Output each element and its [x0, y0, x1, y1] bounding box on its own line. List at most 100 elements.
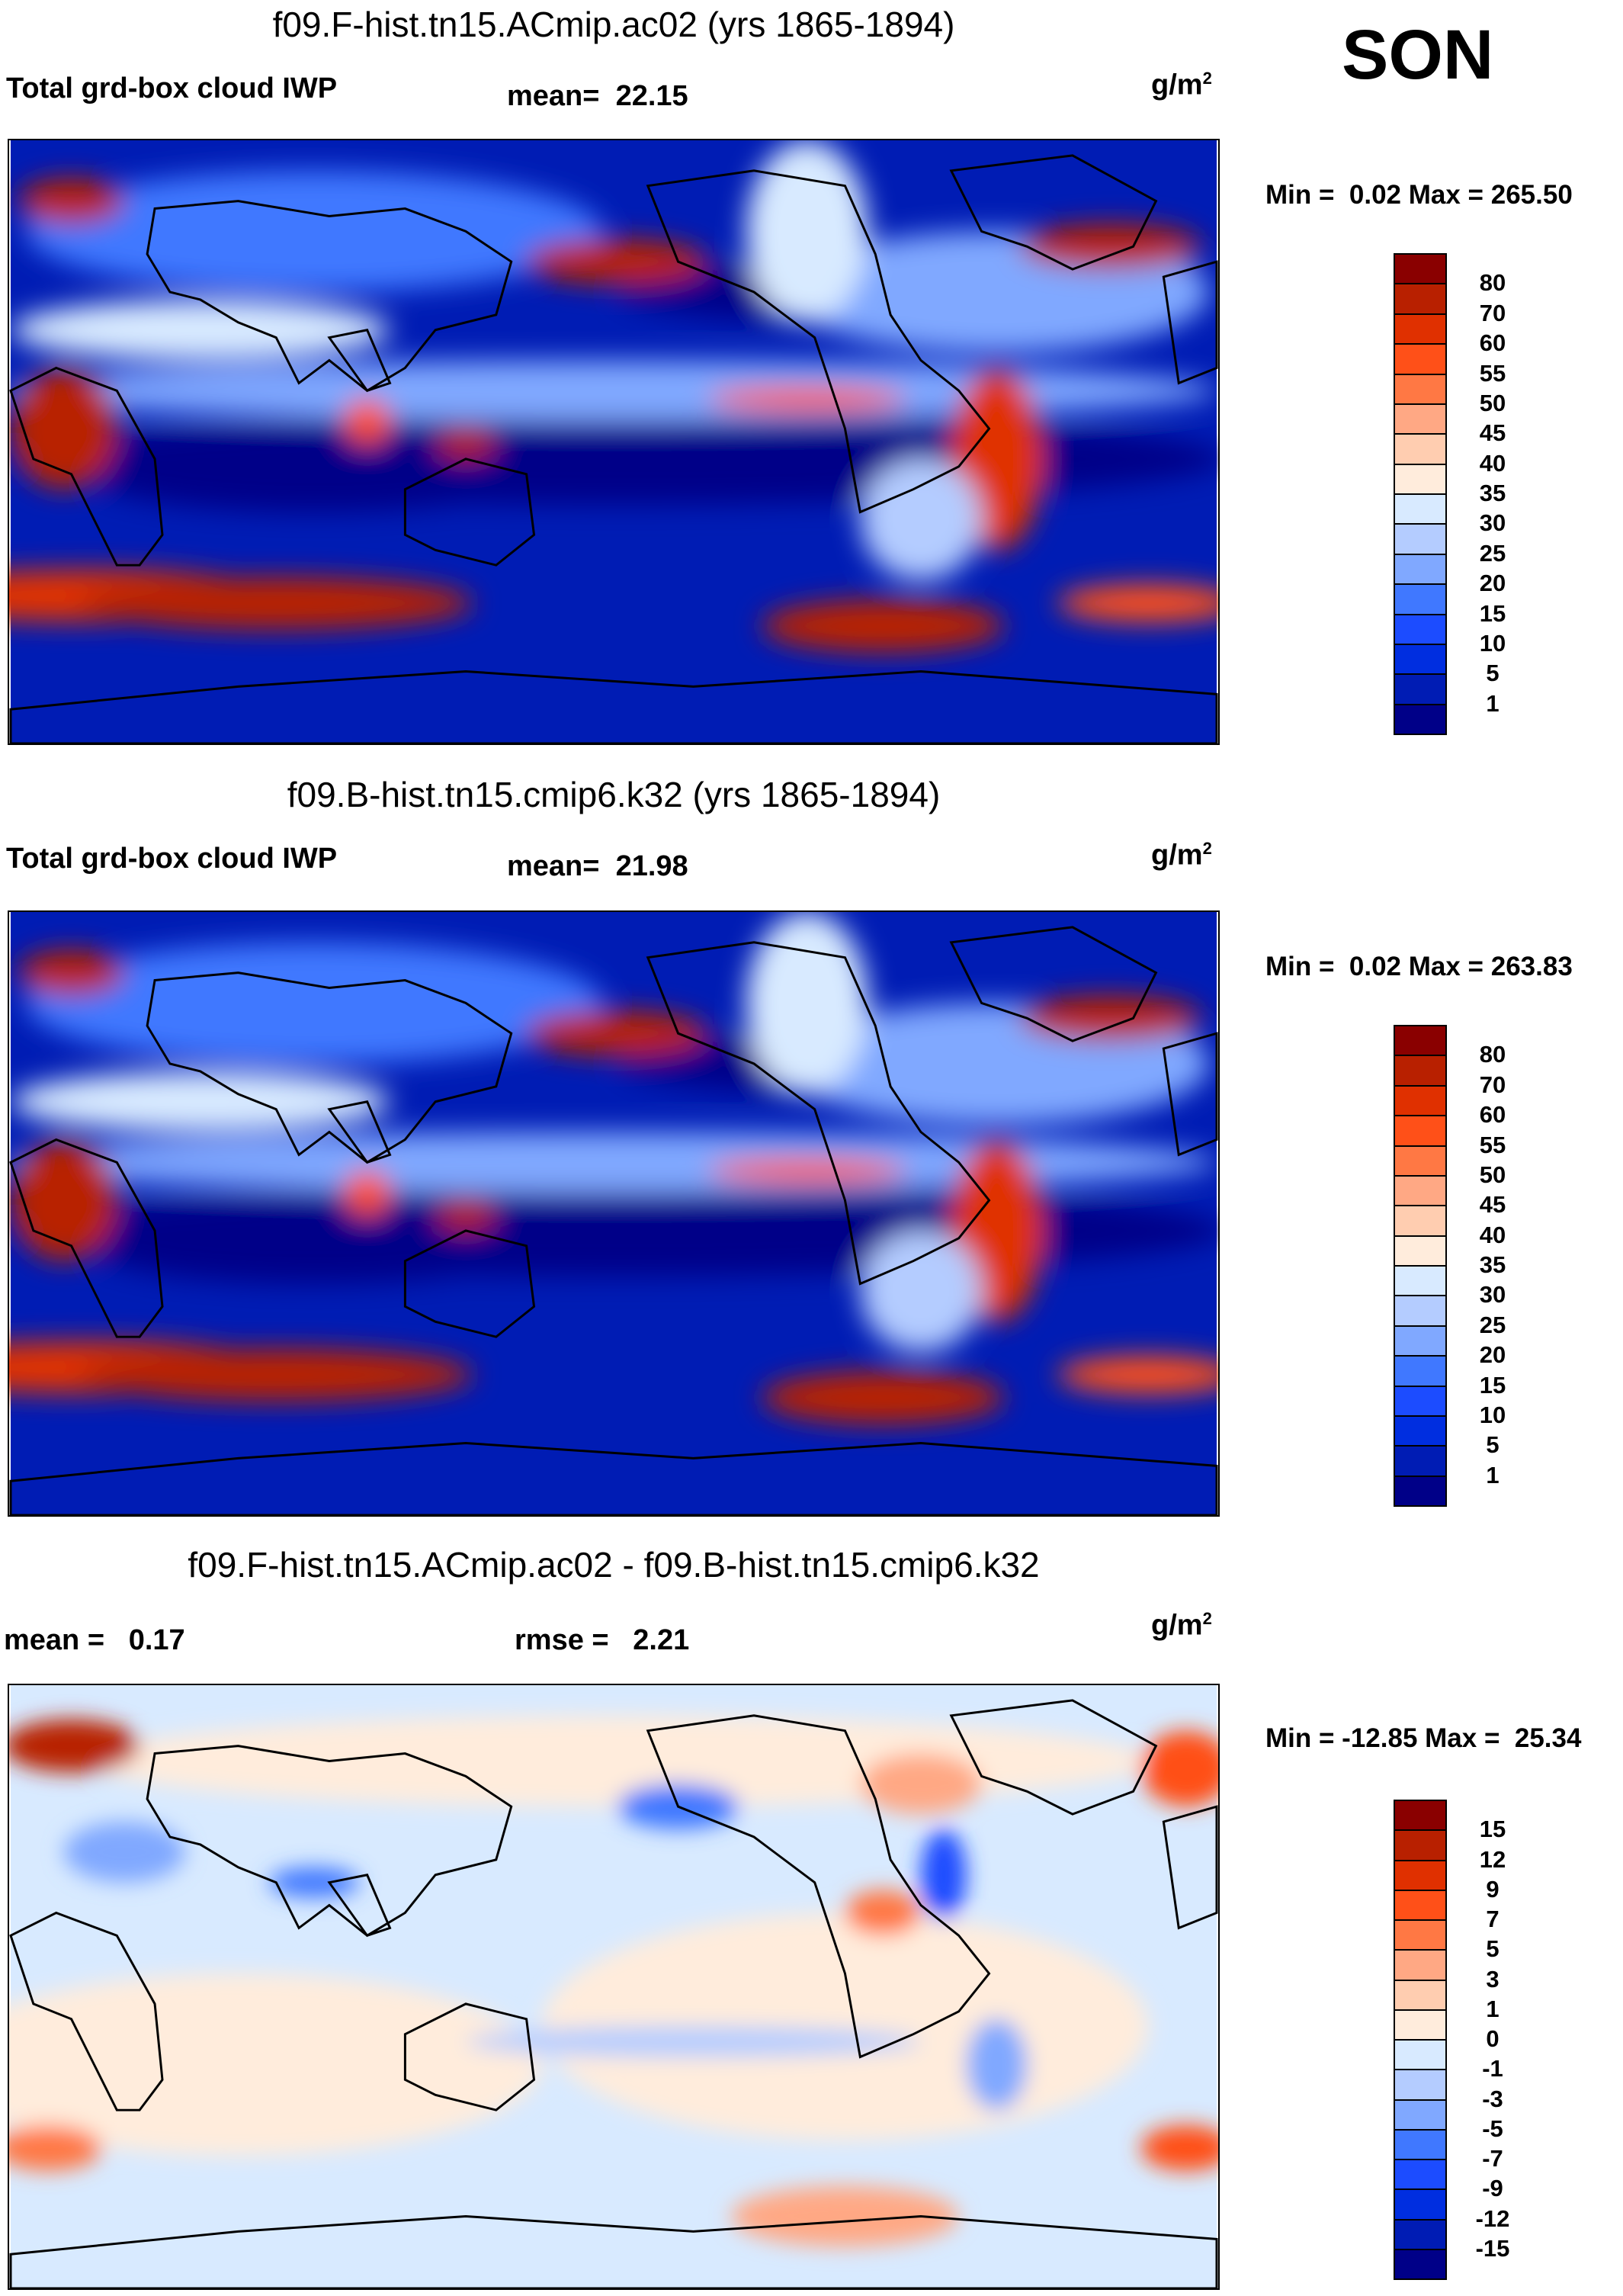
colorbar-box — [1394, 2069, 1447, 2101]
field-region — [1019, 995, 1202, 1042]
colorbar-tick-label: 70 — [1479, 1071, 1506, 1098]
colorbar-tick-label: 5 — [1486, 1935, 1500, 1963]
colorbar-tick-label: 7 — [1486, 1906, 1500, 1932]
panel2-colorbar: 80 70 60 55 50 45 40 35 30 25 20 15 10 5 1 — [1394, 1025, 1506, 1507]
panel3-rmse: rmse = 2.21 — [515, 1624, 690, 1656]
colorbar-tick-label: 45 — [1479, 1191, 1506, 1219]
colorbar-tick-label: -9 — [1482, 2175, 1503, 2202]
colorbar-tick-label: 55 — [1479, 359, 1506, 387]
panel2-mean: mean= 21.98 — [507, 850, 688, 882]
field-region — [1019, 223, 1202, 270]
field-region — [526, 239, 709, 285]
colorbar-tick-label: 35 — [1479, 480, 1506, 506]
colorbar-box — [1394, 1205, 1447, 1237]
field-region — [541, 1912, 1149, 2140]
colorbar-box — [1394, 1800, 1447, 1832]
colorbar-box — [1394, 463, 1447, 495]
colorbar-box — [1394, 523, 1447, 555]
colorbar-tick-label: -7 — [1482, 2145, 1503, 2172]
colorbar-box — [1394, 1115, 1447, 1147]
colorbar-box — [1394, 613, 1447, 645]
field-region — [25, 170, 603, 292]
colorbar-box — [1394, 1979, 1447, 2011]
colorbar-box — [1394, 1174, 1447, 1207]
colorbar-tick-label: 80 — [1479, 269, 1506, 297]
field-region — [762, 599, 1005, 653]
field-region — [435, 429, 496, 459]
season-label: SON — [1342, 16, 1494, 94]
panel1-minmax: Min = 0.02 Max = 265.50 — [1265, 180, 1573, 210]
colorbar-box — [1394, 1889, 1447, 1921]
colorbar-tick-label: 5 — [1486, 1431, 1500, 1459]
field-region — [18, 949, 125, 996]
colorbar-tick-label: 40 — [1479, 449, 1506, 477]
panel3-colorbar: 15 12 9 7 5 3 1 0 -1 -3 -5 -7 -9 -12 -15 — [1394, 1800, 1509, 2280]
panel3-units: g/m2 — [1151, 1609, 1212, 1642]
colorbar-tick-label: 40 — [1479, 1221, 1506, 1248]
colorbar-box — [1394, 433, 1447, 465]
field-region — [11, 368, 117, 490]
colorbar-tick-label: 55 — [1479, 1131, 1506, 1158]
colorbar-tick-label: 25 — [1479, 539, 1506, 567]
field-region — [966, 2018, 1028, 2111]
colorbar-box — [1394, 2009, 1447, 2041]
field-region — [860, 458, 982, 581]
field-region — [9, 1132, 1217, 1193]
field-region — [708, 387, 906, 410]
colorbar-tick-label: 25 — [1479, 1311, 1506, 1338]
colorbar-box — [1394, 403, 1447, 435]
colorbar-box — [1394, 2248, 1447, 2280]
panel1-units: g/m2 — [1151, 69, 1212, 101]
panel3-diff-map — [8, 1684, 1220, 2290]
colorbar-tick-label: 10 — [1479, 1401, 1506, 1428]
field-region — [9, 360, 1217, 422]
field-region — [11, 299, 390, 361]
coastline — [9, 926, 1218, 1515]
colorbar-box — [1394, 643, 1447, 676]
field-region — [79, 1348, 473, 1402]
colorbar-box — [1394, 2159, 1447, 2191]
colorbar-tick-label: -5 — [1482, 2115, 1503, 2142]
field-region — [746, 140, 868, 323]
panel1-map — [8, 139, 1220, 745]
coastline — [9, 154, 1218, 743]
colorbar-box — [1394, 2188, 1447, 2221]
field-region — [845, 1890, 921, 1936]
colorbar-tick-label: 80 — [1479, 1041, 1506, 1068]
colorbar-tick-label: 15 — [1479, 1816, 1506, 1843]
colorbar-tick-label: -1 — [1482, 2055, 1503, 2082]
colorbar-box — [1394, 583, 1447, 615]
colorbar-tick-label: 60 — [1479, 1101, 1506, 1129]
colorbar-box — [1394, 283, 1447, 315]
panel3-minmax: Min = -12.85 Max = 25.34 — [1265, 1723, 1582, 1753]
colorbar-tick-label: 9 — [1486, 1875, 1500, 1903]
field-region — [11, 1139, 117, 1261]
field-region — [344, 1170, 390, 1215]
colorbar-box — [1394, 1355, 1447, 1387]
colorbar-tick-label: -12 — [1475, 2204, 1510, 2232]
colorbar-box — [1394, 703, 1447, 735]
colorbar-box — [1394, 1385, 1447, 1417]
colorbar-box — [1394, 1025, 1447, 1057]
colorbar-box — [1394, 2039, 1447, 2071]
field-region — [18, 178, 125, 224]
colorbar-box — [1394, 1859, 1447, 1891]
colorbar-box — [1394, 1445, 1447, 1477]
field-region — [1140, 2125, 1218, 2171]
field-region — [731, 2185, 959, 2247]
colorbar-tick-label: 30 — [1479, 1281, 1506, 1309]
panel2-units: g/m2 — [1151, 839, 1212, 872]
colorbar-box — [1394, 253, 1447, 285]
colorbar-box — [1394, 1325, 1447, 1357]
panel1-variable: Total grd-box cloud IWP — [6, 72, 338, 104]
field-region — [1057, 1356, 1218, 1394]
field-region — [860, 1230, 982, 1353]
field-region — [526, 1010, 709, 1057]
field-region — [1140, 1730, 1218, 1807]
field-region — [435, 1200, 496, 1231]
coastline — [9, 1699, 1218, 2288]
colorbar-tick-label: 50 — [1479, 389, 1506, 416]
colorbar-box — [1394, 2128, 1447, 2160]
colorbar-box — [1394, 1919, 1447, 1951]
colorbar-box — [1394, 1295, 1447, 1327]
